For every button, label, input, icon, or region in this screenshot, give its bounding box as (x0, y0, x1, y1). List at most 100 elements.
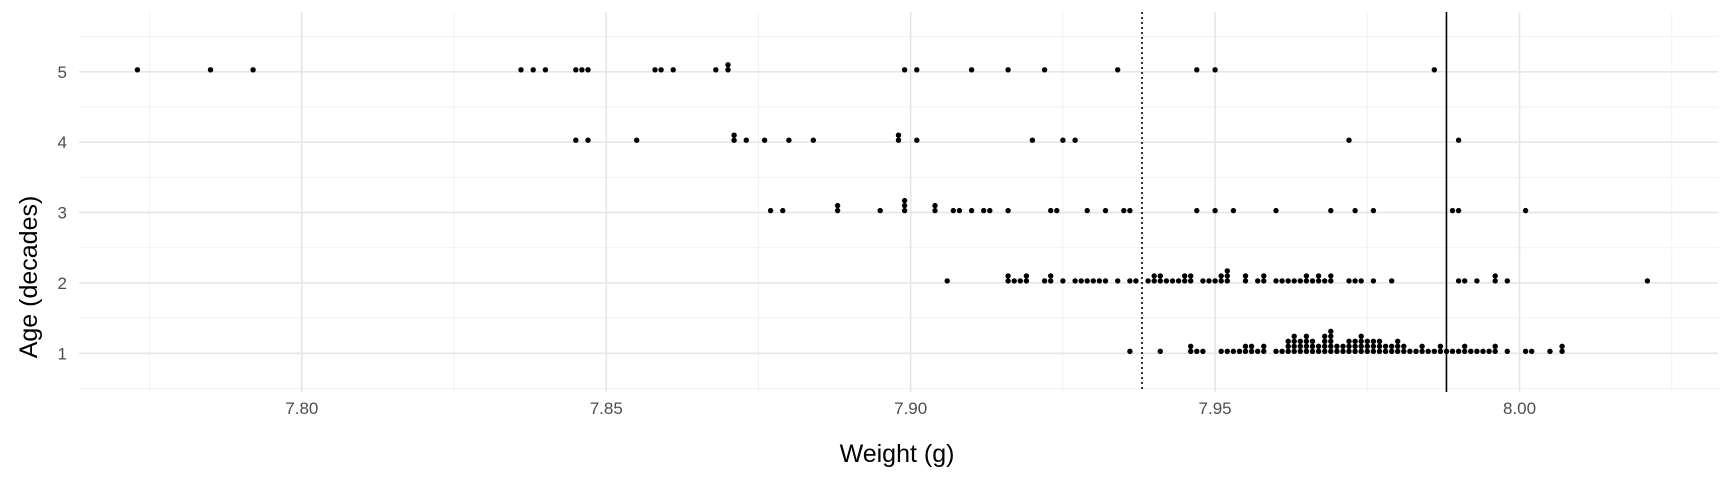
data-point (250, 67, 256, 73)
data-point (1389, 348, 1395, 354)
data-point (1328, 278, 1334, 284)
minor-gridlines (79, 12, 1718, 392)
data-point (1474, 278, 1480, 284)
data-point (1486, 348, 1492, 354)
data-point (1492, 348, 1498, 354)
data-point (1230, 348, 1237, 354)
data-point (1352, 348, 1358, 354)
data-point (1425, 348, 1431, 354)
data-point (1291, 333, 1297, 339)
data-point (932, 202, 938, 209)
x-tick-label: 8.00 (1503, 399, 1536, 418)
data-point (542, 67, 549, 73)
data-point (1322, 338, 1328, 344)
data-point (1462, 278, 1468, 284)
x-axis-title: Weight (g) (840, 440, 955, 468)
data-point (1328, 343, 1334, 349)
data-point (1303, 348, 1310, 354)
data-point (1212, 207, 1218, 214)
data-point (1194, 67, 1200, 73)
data-point (1133, 278, 1139, 284)
data-point (1389, 278, 1395, 284)
data-point (987, 207, 993, 214)
data-point (1188, 278, 1194, 284)
data-point (1522, 348, 1529, 354)
data-point (1115, 278, 1121, 284)
data-point (1242, 273, 1249, 279)
data-point (1041, 67, 1048, 73)
data-point (1145, 278, 1151, 284)
data-point (1370, 207, 1377, 214)
data-point (1455, 348, 1462, 354)
data-point (1261, 348, 1267, 354)
data-point (1297, 278, 1304, 284)
data-point (1169, 278, 1176, 284)
data-point (1395, 348, 1401, 354)
data-point (1188, 343, 1194, 349)
data-point (1273, 207, 1279, 214)
data-point (1048, 278, 1054, 284)
data-point (895, 137, 902, 143)
data-point (1437, 348, 1444, 354)
data-point (901, 202, 908, 209)
data-point (134, 67, 141, 73)
data-point (1529, 348, 1535, 354)
data-point (1255, 348, 1261, 354)
data-point (207, 67, 214, 73)
data-point (1328, 348, 1334, 354)
data-point (1127, 278, 1133, 284)
data-point (1315, 278, 1322, 284)
data-point (1462, 348, 1468, 354)
data-point (1413, 348, 1419, 354)
data-point (731, 132, 737, 138)
data-point (1261, 273, 1267, 279)
y-tick-label: 5 (58, 63, 67, 82)
data-point (1352, 343, 1358, 349)
y-axis-tick-labels: 1 2 3 4 5 (58, 63, 67, 363)
data-point (1474, 348, 1480, 354)
data-point (1273, 348, 1279, 354)
data-point (1315, 273, 1322, 279)
data-point (914, 137, 920, 143)
data-point (1023, 273, 1030, 279)
data-point (1084, 278, 1090, 284)
data-points (134, 62, 1651, 354)
data-point (1005, 273, 1011, 279)
data-point (1224, 278, 1231, 284)
data-point (877, 207, 883, 214)
data-point (1346, 348, 1352, 354)
data-point (1291, 278, 1297, 284)
data-point (1346, 137, 1352, 143)
data-point (731, 137, 737, 143)
data-point (1328, 333, 1334, 339)
data-point (1291, 348, 1297, 354)
data-point (1431, 67, 1438, 73)
data-point (1419, 343, 1425, 349)
data-point (1005, 278, 1011, 284)
data-point (1504, 348, 1511, 354)
data-point (1522, 207, 1529, 214)
data-point (834, 207, 841, 214)
data-point (1455, 137, 1462, 143)
data-point (1194, 348, 1200, 354)
data-point (1309, 348, 1316, 354)
data-point (1218, 278, 1224, 284)
data-point (585, 137, 591, 143)
data-point (1218, 348, 1224, 354)
data-point (1048, 273, 1054, 279)
data-point (1011, 278, 1017, 284)
data-point (1224, 268, 1231, 274)
y-axis-title: Age (decades) (15, 196, 43, 359)
data-point (914, 67, 920, 73)
data-point (1285, 278, 1291, 284)
data-point (1303, 278, 1310, 284)
data-point (944, 278, 950, 284)
data-point (713, 67, 719, 73)
data-point (518, 67, 524, 73)
data-point (834, 202, 841, 209)
data-point (1194, 207, 1200, 214)
data-point (1285, 343, 1291, 349)
data-point (1157, 273, 1164, 279)
data-point (1455, 278, 1462, 284)
data-point (1303, 333, 1310, 339)
